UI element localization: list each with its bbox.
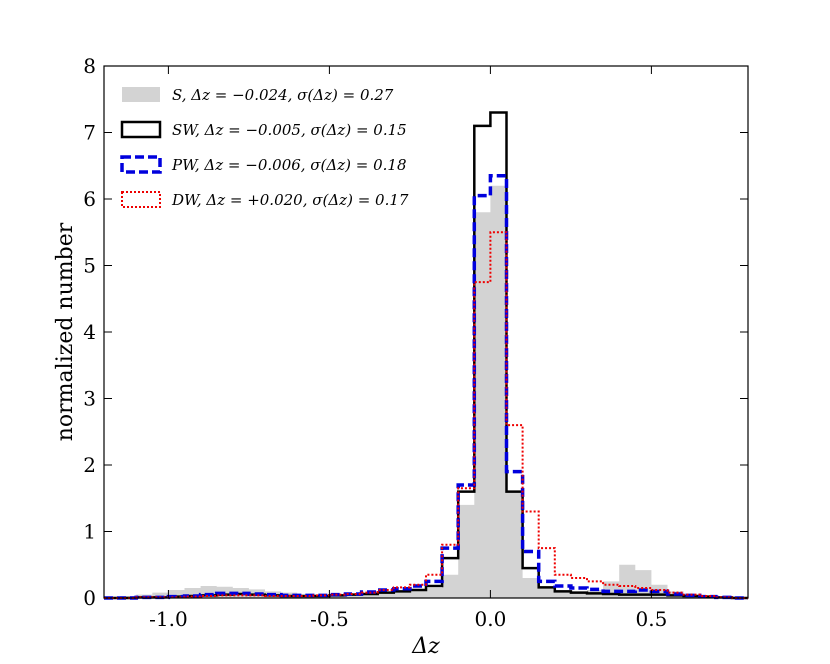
- y-tick-label: 6: [83, 187, 96, 211]
- x-tick-label: 0.0: [474, 607, 506, 631]
- series-1-line: [104, 111, 748, 600]
- legend-label-1: SW, Δz = −0.005, σ(Δz) = 0.15: [172, 121, 407, 139]
- series-0-area: [104, 185, 748, 598]
- plot-frame: [103, 65, 749, 599]
- y-tick-label: 7: [83, 121, 96, 145]
- x-axis-title: Δz: [411, 634, 440, 659]
- x-tick-label: -1.0: [149, 607, 188, 631]
- series-3-line: [104, 231, 748, 599]
- legend-swatch-1: [120, 120, 162, 139]
- y-tick-label: 1: [83, 520, 96, 544]
- legend-label-2: PW, Δz = −0.006, σ(Δz) = 0.18: [171, 156, 407, 174]
- y-tick-label: 5: [83, 254, 96, 278]
- plot-area: [104, 111, 748, 600]
- y-axis-title: normalized number: [53, 222, 78, 441]
- series-2-line: [104, 173, 748, 600]
- legend-swatch-2: [120, 155, 162, 174]
- y-tick-label: 4: [83, 320, 96, 344]
- y-tick-label: 8: [83, 54, 96, 78]
- y-tick-label: 3: [83, 387, 96, 411]
- y-tick-label: 2: [83, 453, 96, 477]
- axes: -1.0 -0.5 0.0 0.5 0 1 2 3 4 5 6 7 8: [83, 54, 749, 631]
- legend: S, Δz = −0.024, σ(Δz) = 0.27 SW, Δz = −0.…: [120, 86, 409, 209]
- y-tick-label: 0: [83, 586, 96, 610]
- legend-label-0: S, Δz = −0.024, σ(Δz) = 0.27: [172, 86, 394, 104]
- x-tick-label: 0.5: [635, 607, 667, 631]
- x-tick-label: -0.5: [310, 607, 349, 631]
- legend-swatch-0: [122, 87, 160, 102]
- legend-swatch-3: [121, 191, 161, 208]
- legend-label-3: DW, Δz = +0.020, σ(Δz) = 0.17: [171, 191, 409, 209]
